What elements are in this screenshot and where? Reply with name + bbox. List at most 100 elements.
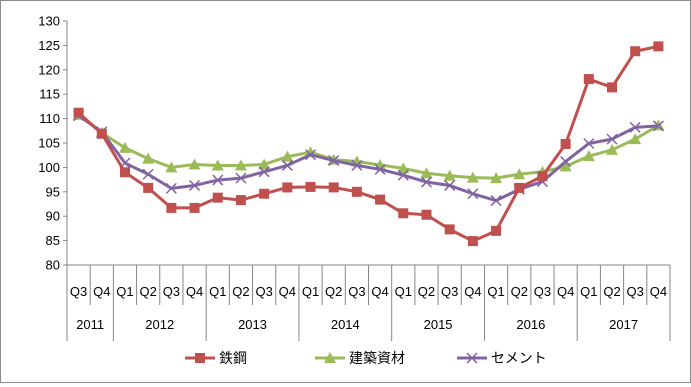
data-point [652, 120, 664, 132]
data-point [491, 225, 502, 236]
data-point [398, 208, 409, 219]
quarter-label: Q3 [255, 284, 272, 299]
y-tick-label: 105 [38, 136, 60, 151]
data-point [444, 224, 455, 235]
data-point [212, 174, 224, 186]
legend-item: 鉄鋼 [185, 350, 247, 366]
quarter-label: Q1 [580, 284, 597, 299]
legend-label: 鉄鋼 [219, 350, 247, 366]
quarter-label: Q2 [511, 284, 528, 299]
legend: 鉄鋼 建築資材 セメント [185, 350, 547, 366]
quarter-label: Q4 [371, 284, 388, 299]
data-point [421, 209, 432, 220]
data-point [165, 161, 178, 173]
data-point [234, 159, 247, 171]
data-point [258, 158, 271, 170]
quarter-label: Q4 [93, 284, 110, 299]
x-axis: Q3 Q4 Q1 Q2 Q3 Q4 Q1 Q2 Q3 Q4 Q1 Q2 Q3 Q4 Q1 Q2 Q3 Q4 Q1 Q2… [66, 264, 671, 341]
series-layer [72, 41, 665, 247]
y-tick-label: 80 [46, 258, 60, 273]
data-point [583, 74, 594, 85]
quarter-label: Q2 [232, 284, 249, 299]
data-point [259, 188, 270, 199]
y-tick-label: 125 [38, 38, 60, 53]
quarter-label: Q3 [627, 284, 644, 299]
quarter-label: Q2 [325, 284, 342, 299]
legend-marker [324, 352, 336, 363]
data-point [188, 158, 201, 170]
quarter-label: Q3 [70, 284, 87, 299]
y-tick-label: 130 [38, 14, 60, 29]
year-label: 2011 [76, 317, 104, 332]
data-point [560, 156, 572, 168]
data-point [630, 46, 641, 57]
data-point [281, 150, 294, 162]
legend-item: 建築資材 [315, 350, 405, 366]
data-point [142, 168, 154, 180]
data-point [582, 150, 595, 162]
data-point [211, 159, 224, 171]
data-point [606, 133, 618, 145]
data-point [258, 166, 270, 178]
year-label: 2015 [424, 317, 453, 332]
data-point [490, 195, 502, 207]
quarter-label: Q3 [534, 284, 551, 299]
data-point [467, 188, 479, 200]
data-point [420, 176, 433, 188]
data-point [629, 133, 642, 145]
data-point [73, 107, 84, 118]
quarter-label: Q1 [487, 284, 504, 299]
quarter-label: Q1 [302, 284, 319, 299]
data-point [444, 179, 456, 191]
data-point [466, 171, 479, 183]
data-point [490, 172, 503, 184]
data-point [653, 41, 664, 52]
year-label: 2017 [609, 317, 638, 332]
quarter-label: Q4 [186, 284, 203, 299]
year-label: 2016 [516, 317, 545, 332]
series-line [77, 113, 660, 180]
year-label: 2013 [238, 317, 267, 332]
data-point [189, 202, 200, 213]
series-line [77, 44, 659, 243]
series-2 [73, 110, 664, 207]
data-point [351, 159, 363, 171]
data-point [305, 181, 316, 192]
y-tick-label: 95 [46, 184, 60, 199]
quarter-label: Q2 [418, 284, 435, 299]
y-tick-label: 115 [39, 87, 60, 102]
data-point [559, 160, 572, 172]
data-point [443, 169, 456, 181]
data-point [165, 182, 177, 194]
data-point [537, 171, 548, 182]
data-point [119, 167, 130, 178]
y-tick-label: 90 [46, 209, 60, 224]
y-tick-label: 100 [38, 160, 60, 175]
data-point [375, 194, 386, 205]
quarter-label: Q2 [603, 284, 620, 299]
quarter-label: Q1 [116, 284, 133, 299]
series-0 [73, 41, 664, 247]
data-point [514, 182, 525, 193]
data-point [212, 192, 223, 203]
data-point [607, 82, 618, 93]
data-point [397, 169, 409, 181]
data-point [142, 152, 155, 164]
year-label: 2014 [331, 317, 360, 332]
legend-label: セメント [491, 350, 547, 366]
data-point [606, 143, 619, 155]
data-point [166, 202, 177, 213]
data-point [328, 182, 339, 193]
data-point [96, 128, 107, 139]
quarter-label: Q4 [650, 284, 667, 299]
y-tick-label: 120 [38, 62, 60, 77]
data-point [281, 159, 293, 171]
legend-label: 建築資材 [349, 350, 405, 366]
quarter-label: Q4 [557, 284, 574, 299]
data-point [143, 182, 154, 193]
data-point [420, 167, 433, 179]
data-point [513, 168, 526, 180]
quarter-label: Q3 [441, 284, 458, 299]
